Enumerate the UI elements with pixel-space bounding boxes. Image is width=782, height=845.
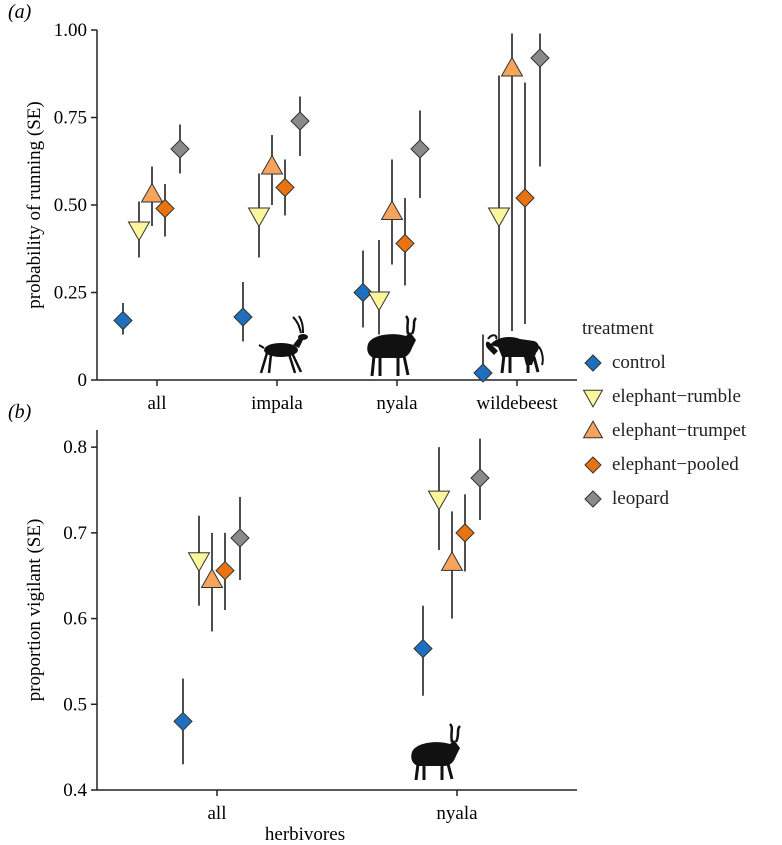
y-tick-label: 0.5 xyxy=(63,694,87,715)
legend: treatment control elephant−rumble elephant… xyxy=(582,318,746,516)
y-tick-label: 0.6 xyxy=(63,609,87,630)
legend-marker-diamond xyxy=(584,354,602,372)
y-tick-label: 0.4 xyxy=(63,780,87,801)
data-point-triangle-up xyxy=(260,154,284,175)
data-point-diamond xyxy=(530,48,550,68)
y-tick-label: 0.75 xyxy=(54,108,87,129)
data-point-triangle-up xyxy=(200,567,224,588)
legend-label: elephant−rumble xyxy=(612,386,741,407)
legend-item: elephant−pooled xyxy=(582,448,746,482)
legend-marker-diamond xyxy=(584,490,602,508)
nyala-silhouette-icon xyxy=(411,723,461,781)
x-tick-label: nyala xyxy=(436,803,478,824)
panel-label: (a) xyxy=(8,1,32,23)
data-point-triangle-down xyxy=(427,490,451,511)
y-tick-label: 0.7 xyxy=(63,523,87,544)
x-tick-label: impala xyxy=(251,393,303,414)
panel-a: (a) 0 0.25 0.50 0.75 1.00 all impala nyala wildeb… xyxy=(8,1,577,414)
legend-title: treatment xyxy=(582,318,654,339)
data-point-diamond xyxy=(173,711,193,732)
data-point-triangle-down xyxy=(127,221,151,242)
y-axis-label: proportion vigilant (SE) xyxy=(24,519,45,702)
y-axis-label: probability of running (SE) xyxy=(24,101,45,308)
y-tick-label: 1.00 xyxy=(54,20,87,41)
panel-b: (b) 0.4 0.5 0.6 0.7 0.8 all nyala proportion vig… xyxy=(8,401,577,845)
legend-items: control elephant−rumble elephant−trumpet el… xyxy=(582,346,746,516)
data-point-triangle-down xyxy=(367,291,391,312)
data-point-diamond xyxy=(233,307,253,327)
x-tick-label: all xyxy=(208,803,227,824)
legend-item: elephant−rumble xyxy=(582,380,746,414)
y-tick-label: 0.8 xyxy=(63,437,87,458)
data-point-diamond xyxy=(455,523,475,543)
data-point-triangle-up xyxy=(500,56,524,77)
x-tick-label: all xyxy=(148,393,167,414)
panel-label: (b) xyxy=(8,401,32,423)
legend-item: elephant−trumpet xyxy=(582,414,746,448)
nyala-silhouette-icon xyxy=(367,315,417,377)
y-tick-label: 0 xyxy=(78,370,88,391)
x-tick-label: wildebeest xyxy=(476,393,558,414)
data-point-diamond xyxy=(473,363,493,383)
data-point-triangle-down xyxy=(247,207,271,228)
data-point-triangle-down xyxy=(187,552,211,573)
legend-label: elephant−pooled xyxy=(612,454,739,475)
data-point-diamond xyxy=(155,198,175,219)
data-point-diamond xyxy=(410,139,430,159)
legend-label: leopard xyxy=(612,488,669,509)
impala-silhouette-icon xyxy=(258,315,308,374)
data-point-diamond xyxy=(470,468,490,488)
x-axis-label: herbivores xyxy=(265,824,345,845)
x-tick-label: nyala xyxy=(376,393,418,414)
data-point-diamond xyxy=(113,310,133,331)
data-point-triangle-up xyxy=(140,182,164,203)
data-point-triangle-up xyxy=(380,199,404,220)
data-point-diamond xyxy=(230,528,250,548)
legend-item: control xyxy=(582,346,746,380)
data-point-triangle-down xyxy=(487,207,511,228)
legend-marker-diamond xyxy=(584,456,602,474)
data-point-diamond xyxy=(215,560,235,581)
data-point-diamond xyxy=(290,111,310,131)
wildebeest-silhouette-icon xyxy=(485,334,544,374)
data-point-diamond xyxy=(515,188,535,208)
legend-item: leopard xyxy=(582,482,746,516)
data-point-diamond xyxy=(170,139,190,159)
data-point-diamond xyxy=(395,233,415,254)
data-point-diamond xyxy=(353,282,373,303)
legend-marker-triangle-down xyxy=(582,389,604,408)
legend-label: elephant−trumpet xyxy=(612,420,747,441)
data-point-diamond xyxy=(275,177,295,198)
y-tick-label: 0.50 xyxy=(54,195,87,216)
legend-marker-triangle-up xyxy=(582,420,604,439)
y-tick-label: 0.25 xyxy=(54,283,87,304)
legend-label: control xyxy=(612,352,666,373)
data-point-diamond xyxy=(413,638,433,659)
data-point-triangle-up xyxy=(440,550,464,571)
